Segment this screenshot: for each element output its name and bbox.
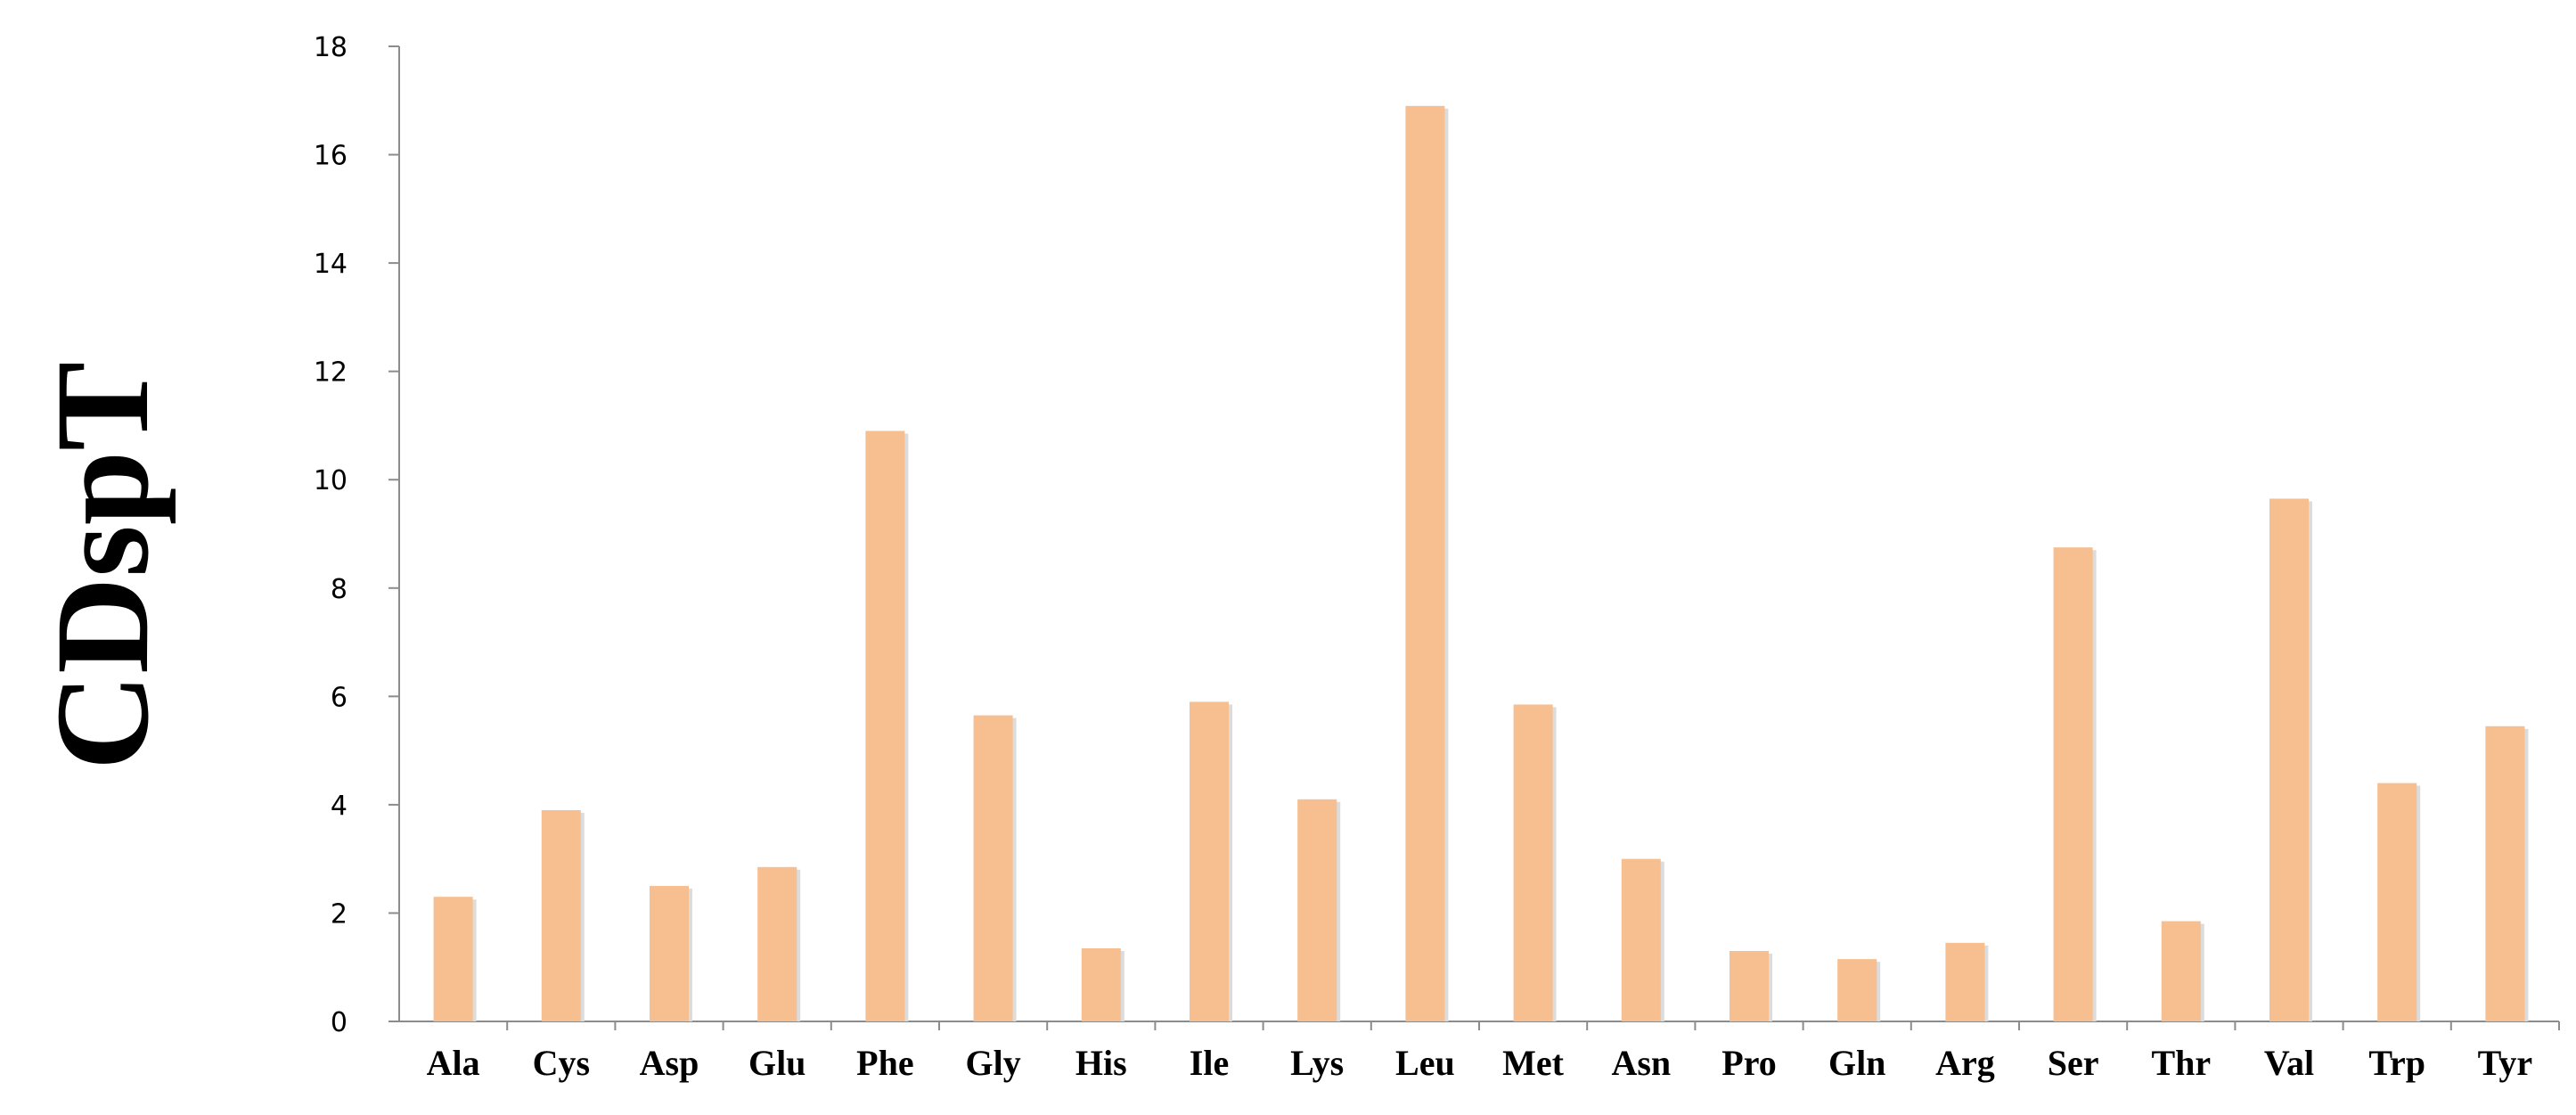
x-tick-label: Arg: [1935, 1043, 1995, 1083]
x-tick-label: Pro: [1721, 1043, 1776, 1083]
x-tick-label: Trp: [2368, 1043, 2425, 1083]
bar-cys: [541, 809, 581, 1021]
x-tick-label: Gly: [965, 1043, 1020, 1083]
x-tick-label: Ile: [1190, 1043, 1229, 1083]
x-tick-label: Leu: [1395, 1043, 1455, 1083]
bar-thr: [2161, 921, 2201, 1021]
x-tick-label: Glu: [748, 1043, 806, 1083]
bar-pro: [1730, 950, 1769, 1021]
bar-glu: [757, 866, 797, 1021]
bar-asp: [650, 886, 689, 1021]
bar-leu: [1405, 105, 1445, 1021]
y-tick-label: 18: [314, 32, 348, 63]
y-axis-label: CDspT: [29, 362, 176, 771]
y-tick-label: 2: [331, 898, 348, 930]
x-tick-label: Ser: [2048, 1043, 2099, 1083]
bar-gln: [1837, 959, 1877, 1021]
x-tick-label: Met: [1502, 1043, 1565, 1083]
y-tick-label: 10: [314, 465, 348, 496]
x-tick-label: His: [1075, 1043, 1127, 1083]
x-tick-label: Thr: [2151, 1043, 2211, 1083]
x-tick-label: Tyr: [2478, 1043, 2532, 1083]
y-tick-label: 14: [314, 249, 348, 280]
x-tick-label: Asp: [640, 1043, 699, 1083]
y-tick-label: 8: [331, 574, 348, 605]
y-tick-label: 4: [331, 791, 348, 822]
bar-his: [1081, 947, 1121, 1021]
bar-met: [1513, 704, 1553, 1021]
plot-area: 0 2 4 6 8 10 12 14 16 18 Ala Cys Asp Glu Phe Gly His Ile L…: [314, 32, 2560, 1083]
bar-arg: [1945, 942, 1985, 1021]
bar-trp: [2377, 783, 2417, 1021]
bar-ile: [1190, 701, 1229, 1021]
bar-ala: [433, 897, 473, 1021]
x-tick-label: Gln: [1828, 1043, 1885, 1083]
x-tick-label: Val: [2264, 1043, 2314, 1083]
bar-ser: [2053, 547, 2093, 1021]
bar-tyr: [2485, 726, 2525, 1021]
x-tick-label: Lys: [1290, 1043, 1344, 1083]
bar-val: [2269, 498, 2309, 1021]
bar-phe: [865, 430, 905, 1021]
bar-lys: [1297, 799, 1337, 1021]
x-tick-label: Cys: [533, 1043, 590, 1083]
bar-asn: [1621, 858, 1661, 1021]
x-tick-label: Phe: [856, 1043, 913, 1083]
bar-gly: [973, 715, 1013, 1021]
y-tick-label: 12: [314, 357, 348, 389]
y-tick-label: 16: [314, 141, 348, 172]
x-tick-label: Ala: [427, 1043, 480, 1083]
x-tick-label: Asn: [1611, 1043, 1671, 1083]
y-tick-label: 0: [331, 1007, 348, 1038]
y-tick-label: 6: [331, 682, 348, 713]
